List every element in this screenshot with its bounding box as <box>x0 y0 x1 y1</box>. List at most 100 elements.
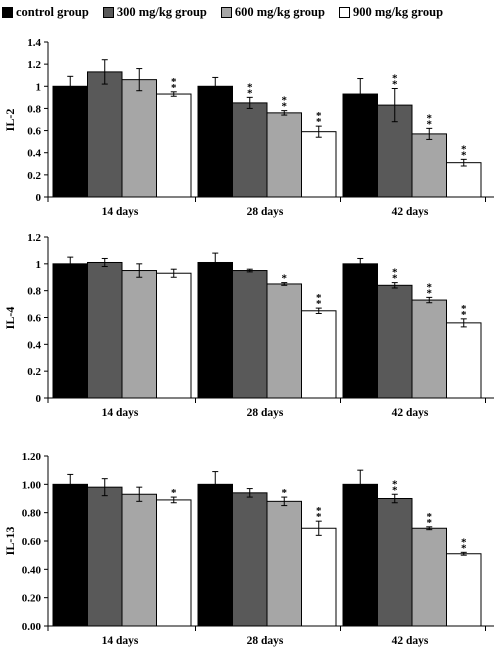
bar-control-42-days <box>342 93 378 198</box>
significance-mark: * <box>461 303 467 315</box>
bar-300-14-days <box>87 261 123 399</box>
y-tick-label: 0.00 <box>22 621 42 633</box>
legend-swatch-300 <box>102 6 114 18</box>
y-tick-label: 0 <box>36 192 42 204</box>
bar-900-28-days <box>301 131 337 198</box>
significance-mark: * <box>316 505 322 517</box>
significance-mark: * <box>427 112 433 124</box>
legend-label-300: 300 mg/kg group <box>116 4 207 19</box>
bar-300-42-days <box>377 498 413 627</box>
significance-mark: * <box>392 478 398 490</box>
y-axis-title: IL-4 <box>3 307 17 330</box>
y-tick-label: 1 <box>36 259 42 271</box>
bar-control-28-days <box>197 261 233 399</box>
bar-300-28-days <box>232 102 268 198</box>
panel-il-2: 00.20.40.60.811.21.4IL-2**14 days******2… <box>3 37 494 218</box>
x-category-label: 42 days <box>392 407 429 419</box>
bar-300-14-days <box>87 486 123 627</box>
legend-label-900: 900 mg/kg group <box>352 4 444 19</box>
panel-il-13: 0.00 0.20 0.40 0.60 0.80 1.00 1.20 IL-13 * 14 day… <box>3 451 494 647</box>
significance-mark: * <box>392 273 398 285</box>
bar-900-42-days <box>446 162 482 198</box>
bar-control-14-days <box>52 483 88 627</box>
bar-600-28-days <box>266 112 302 198</box>
bar-900-14-days <box>156 499 192 627</box>
y-tick-label: 0.80 <box>22 508 42 520</box>
significance-mark: * <box>171 82 177 94</box>
x-category-label: 28 days <box>247 635 284 647</box>
legend-swatch-control <box>2 6 13 18</box>
y-tick-label: 1.20 <box>22 451 42 463</box>
significance-mark: * <box>247 87 253 99</box>
significance-mark: * <box>427 511 433 523</box>
significance-mark: * <box>461 149 467 161</box>
significance-mark: * <box>282 273 288 285</box>
bar-900-28-days <box>301 527 337 627</box>
significance-mark: * <box>461 309 467 321</box>
y-tick-label: 1.2 <box>27 59 41 71</box>
legend-swatch-600 <box>220 6 232 18</box>
legend-item-600: 600 mg/kg group <box>220 5 325 20</box>
x-category-label: 28 days <box>247 206 284 218</box>
bar-control-14-days <box>52 85 88 198</box>
legend-item-300: 300 mg/kg group <box>102 4 207 20</box>
x-category-label: 42 days <box>392 635 429 647</box>
bar-600-42-days <box>411 299 447 399</box>
bar-300-42-days <box>377 104 413 198</box>
bar-900-42-days <box>446 553 482 627</box>
bar-control-28-days <box>197 483 233 627</box>
bar-600-28-days <box>266 500 302 627</box>
x-category-label: 14 days <box>102 407 139 419</box>
significance-mark: * <box>392 484 398 496</box>
bar-control-28-days <box>197 85 233 198</box>
significance-mark: * <box>392 267 398 279</box>
bar-300-28-days <box>232 492 268 627</box>
bar-600-28-days <box>266 283 302 399</box>
x-category-label: 14 days <box>102 635 139 647</box>
panel-il-4: 00.20.40.60.811.2IL-414 days***28 days**… <box>3 232 494 419</box>
bar-300-28-days <box>232 270 268 399</box>
x-category-label: 14 days <box>102 206 139 218</box>
bar-900-28-days <box>301 310 337 399</box>
significance-mark: * <box>282 487 288 499</box>
bar-600-14-days <box>121 79 157 198</box>
y-tick-label: 0.60 <box>22 536 42 548</box>
significance-mark: * <box>392 79 398 91</box>
x-category-label: 42 days <box>392 206 429 218</box>
bar-300-42-days <box>377 284 413 399</box>
bar-600-42-days <box>411 133 447 198</box>
significance-mark: * <box>461 542 467 554</box>
bar-900-14-days <box>156 272 192 399</box>
significance-mark: * <box>427 517 433 529</box>
x-category-label: 28 days <box>247 407 284 419</box>
y-axis-title: IL-2 <box>3 109 17 132</box>
y-tick-label: 1 <box>36 81 42 93</box>
y-tick-label: 0.20 <box>22 593 42 605</box>
y-tick-label: 0.40 <box>22 564 42 576</box>
significance-mark: * <box>461 536 467 548</box>
significance-mark: * <box>282 95 288 107</box>
bar-600-14-days <box>121 270 157 399</box>
bar-control-42-days <box>342 483 378 627</box>
y-tick-label: 1.4 <box>27 37 41 49</box>
significance-mark: * <box>316 116 322 128</box>
y-tick-label: 0.8 <box>27 286 41 298</box>
bar-control-14-days <box>52 263 88 399</box>
y-tick-label: 0.2 <box>27 170 41 182</box>
significance-mark: * <box>171 487 177 499</box>
bar-control-42-days <box>342 263 378 399</box>
significance-mark: * <box>427 281 433 293</box>
y-tick-label: 0.6 <box>27 126 41 138</box>
significance-mark: * <box>427 287 433 299</box>
significance-mark: * <box>316 110 322 122</box>
y-axis-title: IL-13 <box>3 527 17 556</box>
bar-900-14-days <box>156 93 192 198</box>
significance-mark: * <box>392 73 398 85</box>
significance-mark: * <box>316 298 322 310</box>
y-tick-label: 0.6 <box>27 313 41 325</box>
legend-swatch-900 <box>338 6 350 18</box>
significance-mark: * <box>171 76 177 88</box>
significance-mark: * <box>282 101 288 113</box>
significance-mark: * <box>316 292 322 304</box>
